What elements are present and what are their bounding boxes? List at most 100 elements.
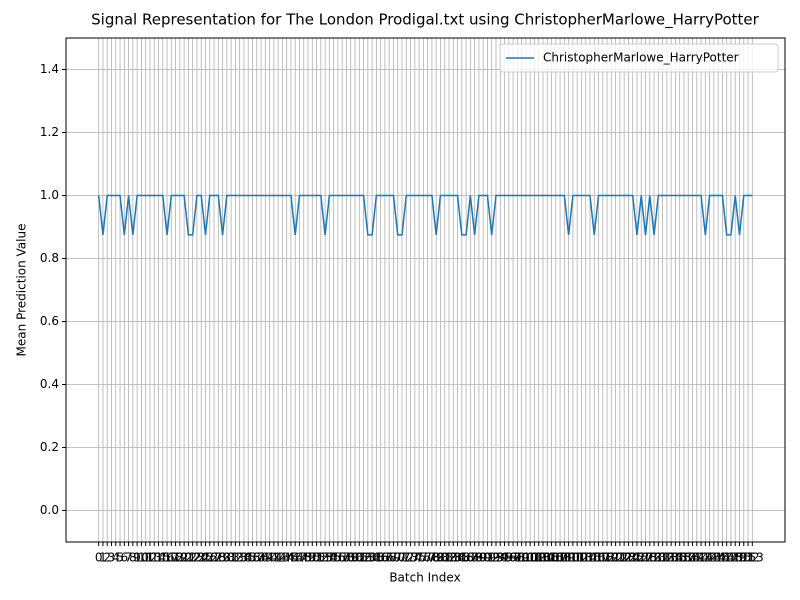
x-tick-label: 3 [108, 551, 116, 565]
x-tick-label: 142 [694, 551, 717, 565]
x-tick-label: 141 [690, 551, 713, 565]
x-tick-label: 63 [360, 551, 375, 565]
x-tick-label: 91 [480, 551, 495, 565]
x-tick-label: 128 [634, 551, 657, 565]
x-tick-label: 124 [617, 551, 640, 565]
x-tick-label: 117 [587, 551, 610, 565]
x-tick-label: 84 [450, 551, 465, 565]
y-tick-label: 1.2 [40, 125, 59, 139]
x-tick-label: 145 [707, 551, 730, 565]
x-tick-label: 94 [493, 551, 508, 565]
x-tick-label: 110 [557, 551, 580, 565]
x-tick-label: 0 [95, 551, 103, 565]
y-tick-label: 0.4 [40, 377, 59, 391]
x-tick-label: 85 [454, 551, 469, 565]
x-tick-label: 127 [630, 551, 653, 565]
x-tick-label: 106 [540, 551, 563, 565]
x-tick-label: 136 [668, 551, 691, 565]
x-tick-label: 144 [702, 551, 725, 565]
x-tick-label: 78 [424, 551, 439, 565]
x-tick-label: 59 [343, 551, 358, 565]
x-tick-label: 153 [741, 551, 764, 565]
x-tick-label: 139 [681, 551, 704, 565]
x-tick-label: 104 [532, 551, 555, 565]
x-tick-label: 79 [429, 551, 444, 565]
legend: ChristopherMarlowe_HarryPotter [499, 43, 779, 73]
x-tick-label: 55 [326, 551, 341, 565]
x-tick-label: 61 [352, 551, 367, 565]
x-tick-label: 7 [125, 551, 133, 565]
x-tick-label: 40 [262, 551, 277, 565]
x-tick-label: 147 [715, 551, 738, 565]
x-tick-label: 43 [275, 551, 290, 565]
x-tick-label: 51 [309, 551, 324, 565]
y-tick-label: 0.2 [40, 440, 59, 454]
x-tick-label: 50 [305, 551, 320, 565]
x-tick-label: 54 [322, 551, 337, 565]
x-tick-label: 80 [433, 551, 448, 565]
x-tick-label: 19 [172, 551, 187, 565]
x-tick-label: 36 [245, 551, 260, 565]
x-tick-label: 15 [155, 551, 170, 565]
x-tick-label: 98 [510, 551, 525, 565]
x-tick-label: 137 [673, 551, 696, 565]
legend-frame [499, 43, 779, 73]
x-tick-label: 67 [377, 551, 392, 565]
x-tick-label: 13 [147, 551, 162, 565]
x-tick-label: 87 [463, 551, 478, 565]
x-tick-label: 9 [133, 551, 141, 565]
x-tick-label: 21 [181, 551, 196, 565]
x-tick-label: 56 [330, 551, 345, 565]
x-tick-label: 88 [467, 551, 482, 565]
x-tick-label: 69 [386, 551, 401, 565]
x-tick-label: 130 [643, 551, 666, 565]
x-tick-label: 8 [129, 551, 137, 565]
x-tick-label: 17 [164, 551, 179, 565]
x-tick-label: 35 [241, 551, 256, 565]
x-tick-label: 27 [206, 551, 221, 565]
x-tick-label: 34 [236, 551, 251, 565]
x-tick-label: 66 [373, 551, 388, 565]
x-tick-label: 122 [608, 551, 631, 565]
x-tick-label: 96 [501, 551, 516, 565]
x-tick-label: 149 [724, 551, 747, 565]
x-tick-label: 46 [288, 551, 303, 565]
x-tick-label: 148 [720, 551, 743, 565]
x-tick-label: 70 [390, 551, 405, 565]
x-tick-label: 82 [441, 551, 456, 565]
y-tick-label: 1.0 [40, 188, 59, 202]
x-tick-label: 4 [112, 551, 120, 565]
x-tick-label: 42 [270, 551, 285, 565]
x-tick-label: 103 [527, 551, 550, 565]
x-tick-label: 75 [411, 551, 426, 565]
x-tick-label: 20 [176, 551, 191, 565]
x-tick-label: 24 [194, 551, 209, 565]
x-tick-label: 53 [317, 551, 332, 565]
plot-frame [65, 37, 786, 543]
x-tick-label: 133 [655, 551, 678, 565]
x-tick-label: 146 [711, 551, 734, 565]
x-tick-label: 143 [698, 551, 721, 565]
x-tick-label: 131 [647, 551, 670, 565]
x-tick-label: 90 [476, 551, 491, 565]
x-tick-label: 25 [198, 551, 213, 565]
x-tick-label: 32 [228, 551, 243, 565]
x-tick-label: 41 [266, 551, 281, 565]
x-tick-label: 29 [215, 551, 230, 565]
x-tick-label: 76 [416, 551, 431, 565]
x-tick-label: 114 [574, 551, 597, 565]
x-tick-label: 129 [638, 551, 661, 565]
x-tick-label: 57 [335, 551, 350, 565]
x-tick-label: 60 [347, 551, 362, 565]
x-tick-label: 132 [651, 551, 674, 565]
x-tick-label: 115 [579, 551, 602, 565]
x-tick-label: 47 [292, 551, 307, 565]
x-tick-label: 71 [394, 551, 409, 565]
x-tick-label: 93 [488, 551, 503, 565]
x-tick-label: 112 [566, 551, 589, 565]
x-tick-label: 95 [497, 551, 512, 565]
x-tick-label: 10 [134, 551, 149, 565]
y-axis-label: Mean Prediction Value [15, 224, 29, 357]
x-tick-label: 38 [253, 551, 268, 565]
x-tick-label: 83 [446, 551, 461, 565]
